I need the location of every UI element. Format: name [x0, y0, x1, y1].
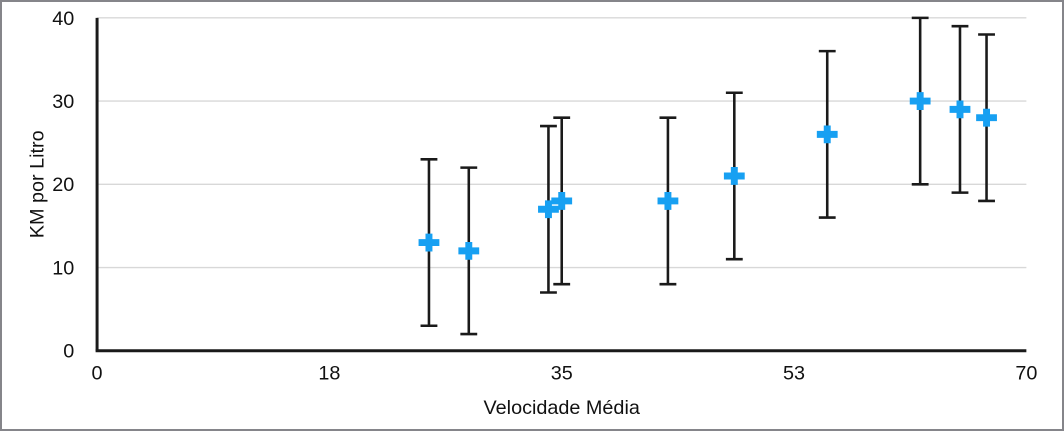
x-tick-label: 53 [783, 362, 805, 384]
x-tick-label: 18 [318, 362, 340, 384]
y-axis-title: KM por Litro [27, 130, 49, 238]
data-point-marker [551, 192, 573, 210]
data-point-marker [909, 92, 931, 110]
data-point-marker [723, 167, 745, 185]
y-tick-label: 10 [52, 257, 74, 279]
x-tick-label: 70 [1015, 362, 1037, 384]
axes [95, 17, 1027, 353]
data-point-marker [538, 200, 559, 219]
y-tick-label: 30 [52, 91, 74, 113]
error-bars [420, 16, 995, 336]
data-point-marker [949, 100, 971, 119]
data-point-marker [976, 108, 997, 127]
x-tick-label: 0 [92, 362, 103, 384]
x-axis-title: Velocidade Média [484, 397, 641, 419]
data-point-marker [657, 192, 679, 210]
x-tick-label: 35 [551, 362, 573, 384]
y-tick-label: 20 [52, 174, 74, 196]
tick-labels: 0 10 20 30 40 0 18 35 53 70 [52, 8, 1037, 385]
data-point-marker [418, 233, 440, 252]
data-point-marker [816, 125, 838, 144]
y-tick-label: 0 [63, 341, 74, 363]
data-point-marker [458, 241, 480, 260]
y-tick-label: 40 [52, 8, 74, 30]
markers [418, 92, 997, 260]
